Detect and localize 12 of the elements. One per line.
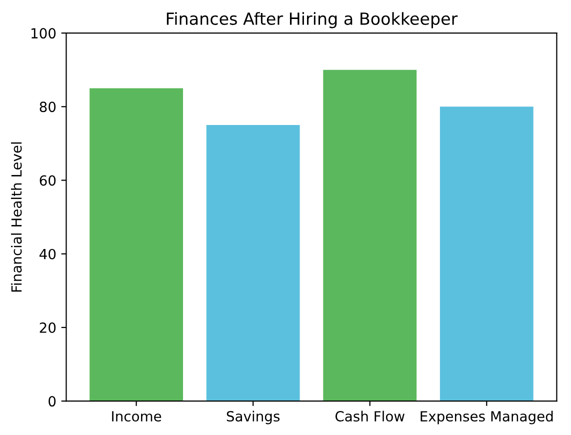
y-tick-label: 0 [48,396,56,407]
y-axis-title: Financial Health Level [11,142,22,292]
y-tick-label: 80 [40,102,56,112]
x-tick-label: Savings [226,410,280,424]
y-tick-label: 100 [32,28,56,39]
y-tick-label: 20 [40,322,56,333]
x-tick-label: Expenses Managed [420,410,553,424]
x-tick-label: Income [112,411,162,422]
chart-title: Finances After Hiring a Bookkeeper [166,12,458,28]
y-tick-label: 60 [40,175,56,186]
y-tick-label: 40 [40,248,56,260]
x-tick-label: Cash Flow [335,410,404,422]
